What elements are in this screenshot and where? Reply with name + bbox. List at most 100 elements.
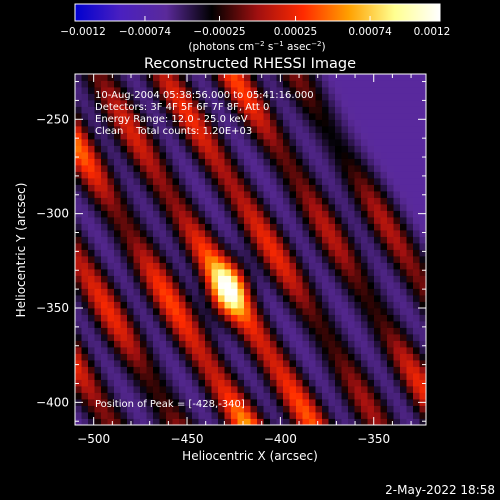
heatmap-cell xyxy=(387,392,394,400)
heatmap-cell xyxy=(120,366,128,374)
heatmap-cell xyxy=(146,288,154,296)
heatmap-cell xyxy=(94,210,102,218)
heatmap-cell xyxy=(309,386,316,393)
heatmap-cell xyxy=(361,392,368,400)
heatmap-cell xyxy=(198,126,206,133)
heatmap-cell xyxy=(231,80,238,88)
heatmap-cell xyxy=(380,366,388,374)
heatmap-cell xyxy=(270,113,277,120)
heatmap-cell xyxy=(419,158,426,166)
heatmap-cell xyxy=(237,191,245,198)
heatmap-cell xyxy=(211,126,219,133)
heatmap-cell xyxy=(276,314,284,322)
heatmap-cell xyxy=(218,204,225,211)
heatmap-cell xyxy=(159,295,167,302)
heatmap-cell xyxy=(250,158,258,166)
heatmap-cell xyxy=(276,230,284,237)
heatmap-cell xyxy=(192,74,199,81)
heatmap-cell xyxy=(328,126,336,133)
heatmap-cell xyxy=(393,106,401,114)
heatmap-cell xyxy=(263,340,271,348)
heatmap-cell xyxy=(315,295,323,302)
heatmap-cell xyxy=(75,334,82,341)
heatmap-cell xyxy=(140,100,147,107)
heatmap-cell xyxy=(172,308,180,315)
heatmap-cell xyxy=(348,106,355,114)
heatmap-cell xyxy=(101,132,108,140)
heatmap-cell xyxy=(341,152,349,159)
heatmap-cell xyxy=(81,113,89,120)
heatmap-cell xyxy=(296,295,303,302)
heatmap-cell xyxy=(237,282,245,289)
heatmap-cell xyxy=(75,100,82,107)
heatmap-cell xyxy=(374,158,381,166)
heatmap-cell xyxy=(406,152,414,159)
heatmap-cell xyxy=(192,334,199,341)
heatmap-cell xyxy=(361,100,368,107)
heatmap-cell xyxy=(224,321,232,328)
heatmap-cell xyxy=(244,360,251,367)
heatmap-cell xyxy=(380,412,388,419)
heatmap-cell xyxy=(257,223,264,231)
heatmap-cell xyxy=(335,327,342,335)
heatmap-cell xyxy=(283,223,290,231)
heatmap-cell xyxy=(94,327,102,335)
heatmap-cell xyxy=(387,106,394,114)
heatmap-cell xyxy=(88,301,95,309)
heatmap-cell xyxy=(140,392,147,400)
heatmap-cell xyxy=(101,288,108,296)
heatmap-cell xyxy=(354,243,362,250)
heatmap-cell xyxy=(419,87,426,94)
heatmap-cell xyxy=(393,295,401,302)
heatmap-cell xyxy=(400,347,407,354)
heatmap-cell xyxy=(153,379,160,387)
heatmap-cell xyxy=(335,87,342,94)
heatmap-cell xyxy=(179,236,186,244)
heatmap-cell xyxy=(94,366,102,374)
heatmap-cell xyxy=(296,236,303,244)
heatmap-cell xyxy=(354,262,362,270)
heatmap-cell xyxy=(354,360,362,367)
heatmap-cell xyxy=(289,106,297,114)
heatmap-cell xyxy=(387,223,394,231)
heatmap-cell xyxy=(88,308,95,315)
heatmap-cell xyxy=(211,353,219,361)
heatmap-cell xyxy=(328,405,336,413)
heatmap-cell xyxy=(198,379,206,387)
heatmap-cell xyxy=(367,197,375,205)
heatmap-cell xyxy=(114,256,121,263)
heatmap-cell xyxy=(257,399,264,406)
heatmap-cell xyxy=(341,158,349,166)
heatmap-cell xyxy=(257,80,264,88)
heatmap-cell xyxy=(205,321,212,328)
heatmap-cell xyxy=(192,249,199,257)
heatmap-cell xyxy=(192,353,199,361)
heatmap-cell xyxy=(205,223,212,231)
x-axis-ticks: −500 −450 −400 −350 xyxy=(74,74,412,446)
heatmap-cell xyxy=(153,100,160,107)
heatmap-cell xyxy=(237,392,245,400)
heatmap-cell xyxy=(224,327,232,335)
heatmap-cell xyxy=(114,262,121,270)
heatmap-cell xyxy=(283,217,290,224)
heatmap-cell xyxy=(400,399,407,406)
heatmap-cell xyxy=(341,405,349,413)
heatmap-cell xyxy=(380,308,388,315)
heatmap-cell xyxy=(127,327,134,335)
heatmap-cell xyxy=(374,269,381,276)
heatmap-cell xyxy=(172,379,180,387)
heatmap-cell xyxy=(393,308,401,315)
heatmap-cell xyxy=(75,418,82,425)
heatmap-cell xyxy=(289,139,297,146)
heatmap-cell xyxy=(276,412,284,419)
heatmap-cell xyxy=(127,366,134,374)
heatmap-cell xyxy=(101,379,108,387)
heatmap-cell xyxy=(406,256,414,263)
heatmap-cell xyxy=(341,197,349,205)
heatmap-cell xyxy=(387,366,394,374)
heatmap-cell xyxy=(146,399,154,406)
heatmap-cell xyxy=(127,353,134,361)
heatmap-cell xyxy=(140,178,147,185)
heatmap-cell xyxy=(237,360,245,367)
heatmap-cell xyxy=(367,139,375,146)
